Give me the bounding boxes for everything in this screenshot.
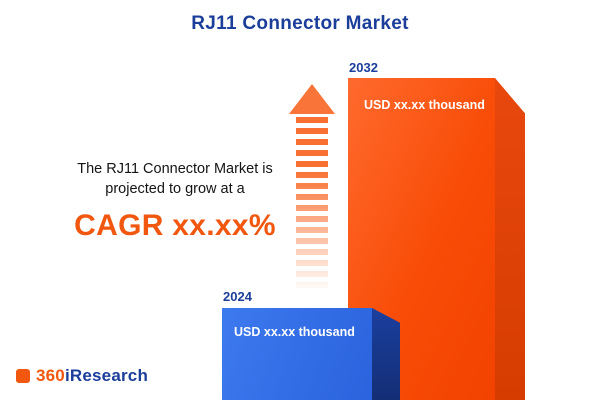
- logo-icon: [16, 369, 30, 383]
- cagr-text: CAGR xx.xx%: [74, 209, 276, 243]
- logo-prefix: 360: [36, 366, 65, 385]
- annotation-line-1: The RJ11 Connector Market is: [77, 161, 273, 177]
- logo-suffix: iResearch: [64, 366, 149, 385]
- annotation-line-2: projected to grow at a: [105, 180, 245, 197]
- logo: 360iResearch: [16, 366, 148, 386]
- bar-2032-value-label: USD xx.xx thousand: [364, 98, 485, 112]
- arrow-up-icon: [289, 84, 335, 114]
- bar-2024-year-label: 2024: [223, 289, 252, 304]
- logo-text: 360iResearch: [36, 366, 148, 386]
- growth-annotation: The RJ11 Connector Market is projected t…: [55, 160, 295, 243]
- bar-2032-side-face: [495, 78, 525, 400]
- bar-2024-value-label: USD xx.xx thousand: [234, 325, 355, 339]
- chart-title: RJ11 Connector Market: [191, 13, 409, 34]
- bar-2024: USD xx.xx thousand: [222, 308, 372, 400]
- bar-2032-year-label: 2032: [349, 60, 378, 75]
- arrow-shaft-dashes: [296, 117, 328, 293]
- bar-2024-side-face: [372, 308, 400, 400]
